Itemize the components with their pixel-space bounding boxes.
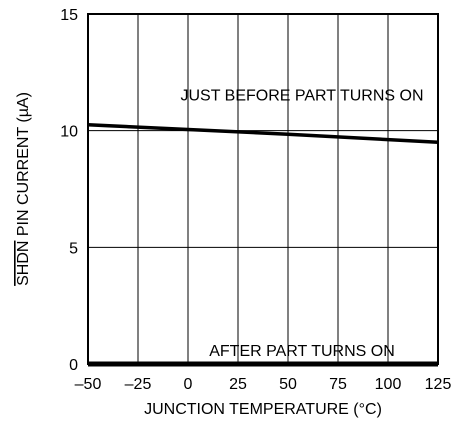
series-group (87, 123, 439, 367)
x-tick-labels: –50 –25 0 25 50 75 100 125 (75, 376, 452, 393)
series-line-0 (87, 123, 439, 145)
annotation-just-before: JUST BEFORE PART TURNS ON (180, 88, 423, 105)
y-axis-title-rest: PIN CURRENT (µA) (15, 92, 32, 240)
y-tick-label: 5 (69, 240, 78, 257)
x-tick-label: 75 (329, 376, 347, 393)
y-tick-label: 0 (69, 357, 78, 374)
y-tick-label: 15 (60, 7, 78, 24)
grid (87, 13, 439, 365)
annotation-after: AFTER PART TURNS ON (209, 343, 395, 360)
y-tick-label: 10 (60, 124, 78, 141)
x-tick-label: 0 (184, 376, 193, 393)
x-tick-label: 50 (279, 376, 297, 393)
y-axis-title-overlined: SHDN (15, 241, 32, 286)
x-tick-label: –50 (75, 376, 102, 393)
annotations: JUST BEFORE PART TURNS ON AFTER PART TUR… (180, 88, 423, 361)
plot-frame (87, 13, 439, 365)
x-tick-label: 125 (425, 376, 452, 393)
y-axis-title: SHDN PIN CURRENT (µA) (15, 92, 32, 286)
x-tick-label: 100 (375, 376, 402, 393)
x-axis-title: JUNCTION TEMPERATURE (°C) (144, 401, 382, 418)
y-tick-labels: 0 5 10 15 (60, 7, 78, 374)
x-tick-label: 25 (229, 376, 247, 393)
x-tick-label: –25 (125, 376, 152, 393)
